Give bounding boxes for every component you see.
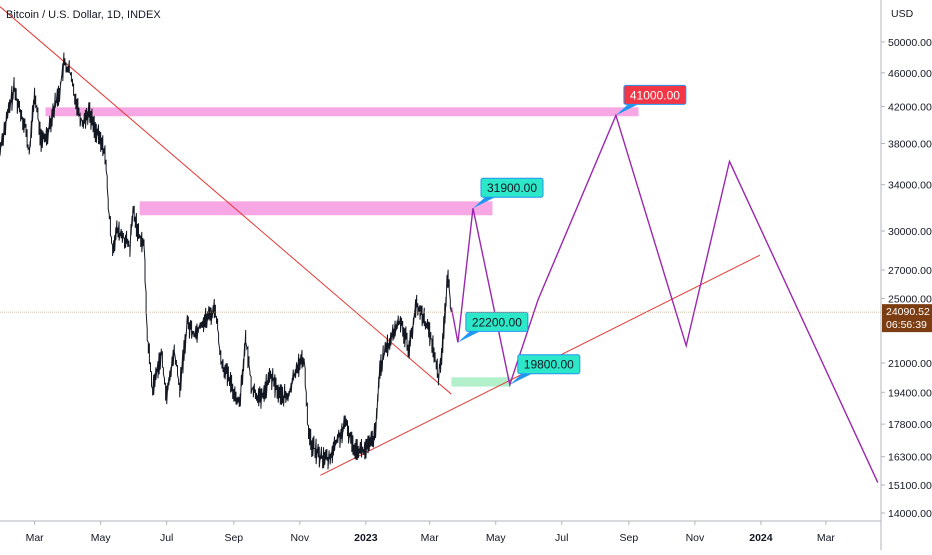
x-tick-label: Sep (224, 532, 243, 544)
callout-label: 19800.00 (524, 358, 574, 372)
bar-countdown: 06:56:39 (886, 319, 927, 331)
y-tick-label: 17800.00 (888, 419, 932, 431)
x-tick-label: Sep (620, 532, 639, 544)
y-tick-label: 42000.00 (888, 101, 932, 113)
y-axis[interactable]: 50000.00 46000.00 42000.00 38000.00 34000.00… (881, 37, 932, 520)
price-layer (0, 52, 452, 470)
x-tick-label: May (91, 532, 112, 544)
price-zone-3 (451, 377, 511, 387)
price-zone-1 (45, 107, 639, 117)
y-tick-label: 16300.00 (888, 452, 932, 464)
x-tick-label: 2024 (749, 532, 773, 544)
callout-pointer (615, 104, 638, 116)
callout-box (480, 177, 544, 198)
projection-layer (450, 113, 879, 483)
last-price-value: 24090.52 (886, 306, 930, 318)
x-tick-label: 2023 (354, 532, 378, 544)
y-tick-label: 25000.00 (888, 293, 932, 305)
callout-pointer (457, 331, 480, 343)
x-tick-label: May (486, 532, 507, 544)
y-tick-label: 19400.00 (888, 387, 932, 399)
price-callout-1[interactable]: 41000.00 (615, 84, 687, 116)
y-tick-label: 15100.00 (888, 480, 932, 492)
currency-unit-label: USD (891, 8, 914, 20)
callout-pointer (509, 373, 532, 385)
callout-pointer (473, 197, 496, 209)
y-tick-label: 30000.00 (888, 226, 932, 238)
trendline-1 (0, 6, 452, 395)
y-tick-label: 27000.00 (888, 265, 932, 277)
projection-path (450, 113, 879, 483)
x-tick-label: Mar (26, 532, 45, 544)
callout-label: 41000.00 (630, 88, 680, 102)
x-tick-label: Jul (160, 532, 173, 544)
x-tick-label: Mar (817, 532, 836, 544)
price-callout-4[interactable]: 19800.00 (509, 354, 581, 385)
price-series-line (0, 52, 452, 470)
y-tick-label: 38000.00 (888, 138, 932, 150)
last-price-background (882, 304, 932, 333)
callout-box (517, 354, 581, 375)
x-tick-label: Jul (555, 532, 568, 544)
callout-label: 22200.00 (472, 315, 522, 329)
callout-box (623, 84, 687, 105)
last-price-badge: 24090.52 06:56:39 (0, 304, 932, 333)
chart-title: Bitcoin / U.S. Dollar, 1D, INDEX (6, 9, 161, 21)
callout-layer: 41000.00 31900.00 22200.00 19800.00 (457, 84, 687, 385)
y-tick-label: 21000.00 (888, 358, 932, 370)
x-axis[interactable]: Mar May Jul Sep Nov 2023 Mar May Jul Sep Nov 2024 Ma… (26, 521, 836, 544)
x-tick-label: Nov (686, 532, 705, 544)
y-tick-label: 14000.00 (888, 508, 932, 520)
y-tick-label: 46000.00 (888, 68, 932, 80)
y-tick-label: 34000.00 (888, 180, 932, 192)
y-tick-label: 50000.00 (888, 37, 932, 49)
zone-layer (45, 107, 639, 387)
price-zone-2 (139, 201, 493, 216)
callout-label: 31900.00 (487, 181, 537, 195)
x-tick-label: Mar (421, 532, 440, 544)
price-callout-2[interactable]: 31900.00 (473, 177, 544, 209)
x-tick-label: Nov (290, 532, 309, 544)
price-callout-3[interactable]: 22200.00 (457, 311, 529, 343)
